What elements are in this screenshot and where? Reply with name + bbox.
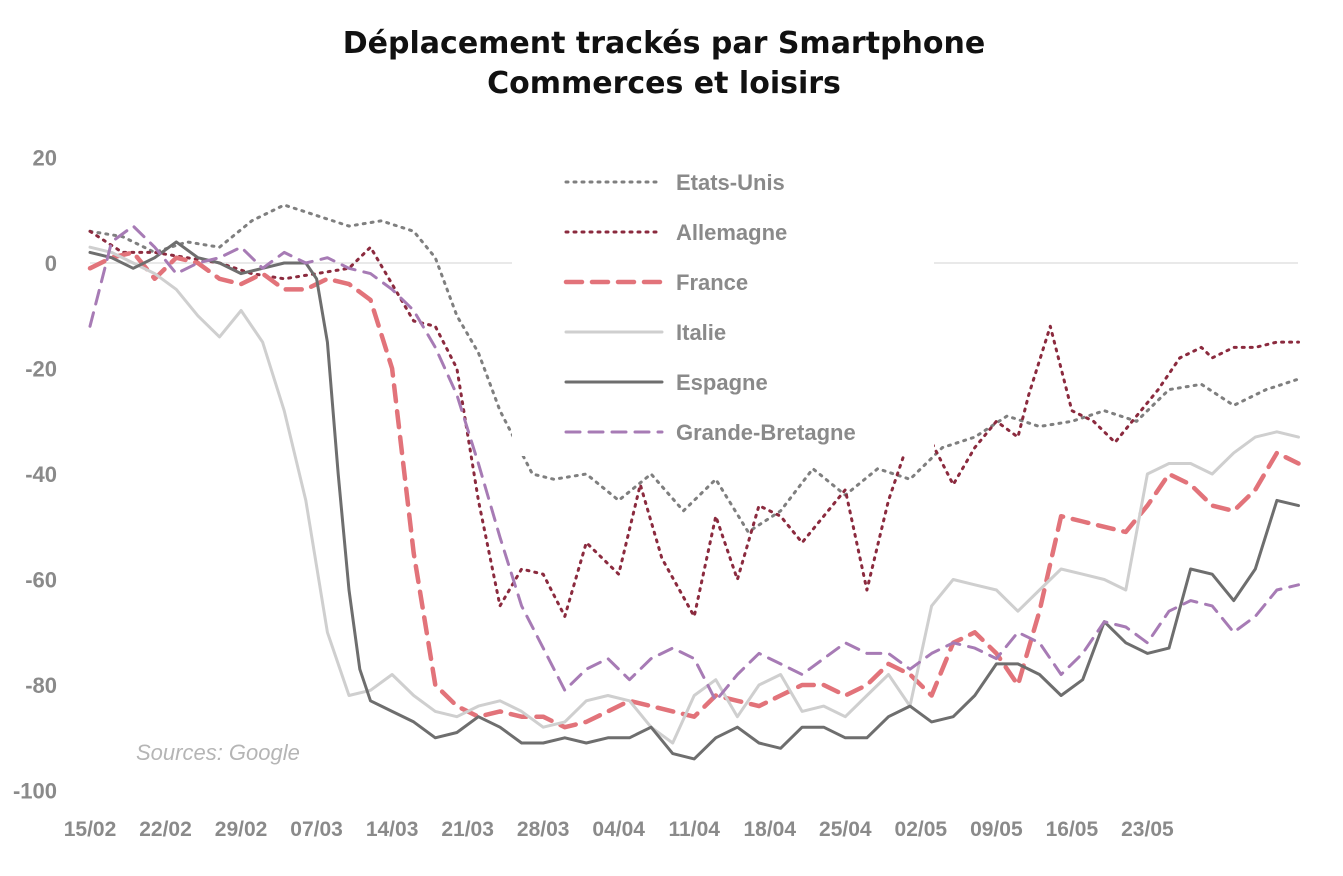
legend-label-grande_bretagne: Grande-Bretagne (676, 420, 856, 445)
legend: Etats-Unis Allemagne France Italie Espagne Gr… (563, 170, 856, 445)
y-tick-label: -80 (25, 673, 57, 698)
y-tick-label: -100 (13, 779, 57, 804)
x-tick-label: 23/05 (1121, 818, 1174, 841)
x-tick-label: 09/05 (970, 818, 1023, 841)
x-tick-label: 25/04 (819, 818, 872, 841)
x-tick-label: 11/04 (669, 818, 721, 841)
y-tick-label: -20 (25, 357, 57, 382)
legend-label-allemagne: Allemagne (676, 220, 787, 245)
x-tick-label: 07/03 (290, 818, 343, 841)
y-tick-label: 0 (45, 251, 57, 276)
x-tick-label: 18/04 (743, 818, 796, 841)
chart-title: Déplacement trackés par Smartphone (343, 26, 985, 61)
legend-label-espagne: Espagne (676, 370, 768, 395)
series-line-allemagne (88, 229, 1300, 618)
x-tick-label: 14/03 (366, 818, 419, 841)
x-tick-label: 16/05 (1046, 818, 1099, 841)
legend-background (512, 158, 934, 456)
y-tick-label: -40 (25, 462, 57, 487)
source-note: Sources: Google (136, 740, 300, 765)
series-line-france (87, 250, 1301, 730)
y-tick-label: 20 (33, 146, 57, 171)
x-tick-label: 04/04 (592, 818, 645, 841)
x-tick-label: 02/05 (895, 818, 948, 841)
legend-label-italie: Italie (676, 320, 726, 345)
x-tick-label: 15/02 (64, 818, 117, 841)
y-tick-label: -60 (25, 568, 57, 593)
x-tick-label: 21/03 (441, 818, 494, 841)
series-line-etats_unis (88, 203, 1300, 534)
x-axis-ticks: 15/02 22/02 29/02 07/03 14/03 21/03 28/03 04/04… (64, 818, 1174, 841)
chart-subtitle: Commerces et loisirs (487, 66, 841, 101)
legend-label-etats_unis: Etats-Unis (676, 170, 785, 195)
series-layer (87, 203, 1301, 761)
x-tick-label: 28/03 (517, 818, 570, 841)
x-tick-label: 22/02 (139, 818, 192, 841)
series-line-espagne (88, 240, 1300, 761)
legend-label-france: France (676, 270, 748, 295)
y-axis-ticks: 20 0 -20 -40 -60 -80 -100 (13, 146, 57, 804)
x-tick-label: 29/02 (215, 818, 268, 841)
series-line-grande_bretagne (88, 224, 1300, 703)
series-line-italie (88, 245, 1300, 745)
